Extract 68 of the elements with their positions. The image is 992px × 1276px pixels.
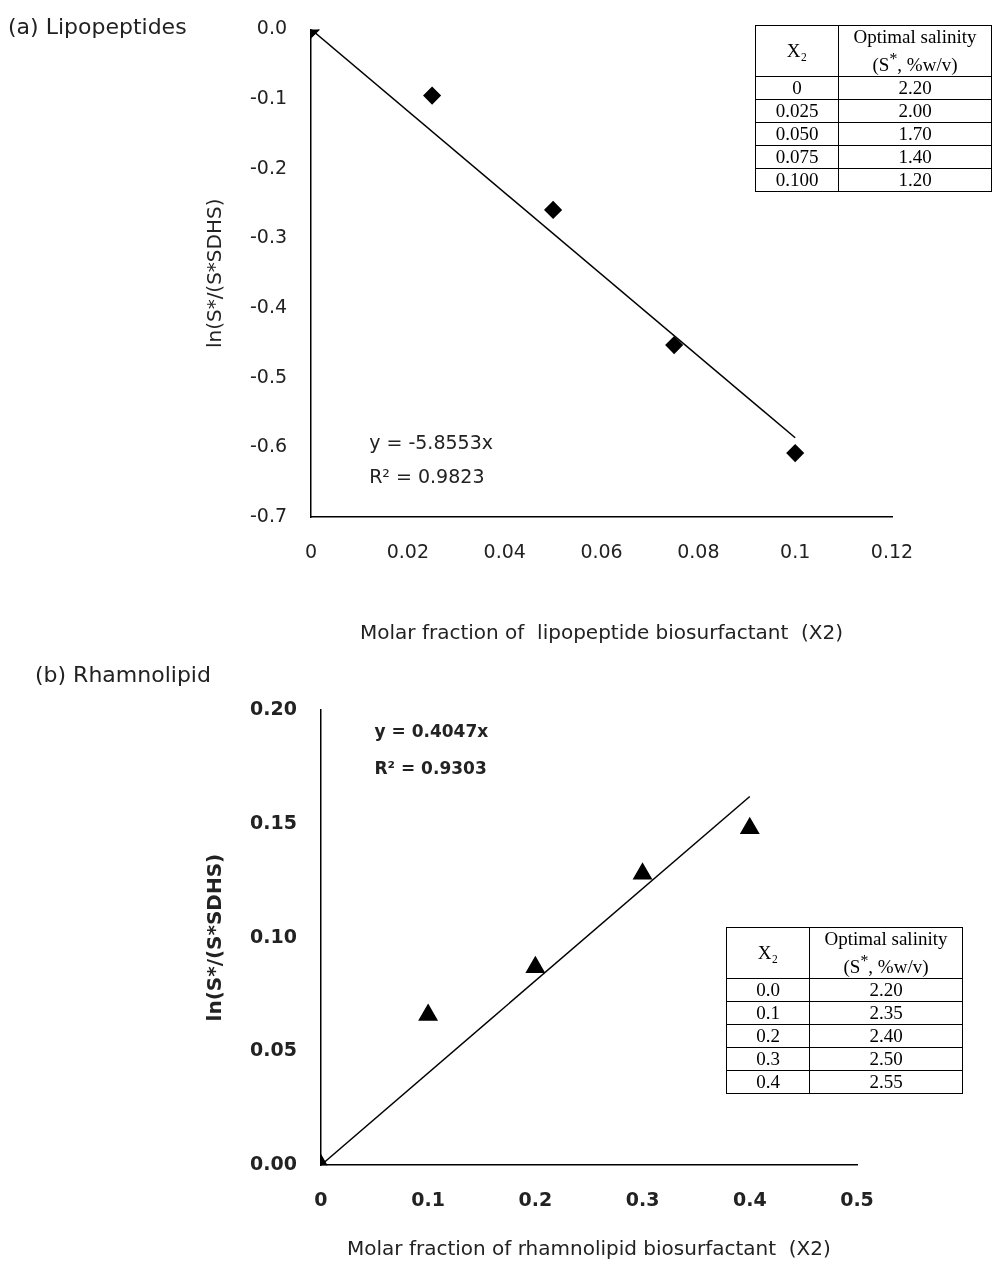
y-tick-label: 0.05 [249,1038,297,1061]
y-tick-label: -0.1 [249,86,288,109]
x-tick-label: 0.4 [732,1187,767,1210]
text: (a) Lipopeptides [8,14,187,39]
annotation: Optimal salinity (S$^{*}$, %w/v) [838,25,992,77]
text: 2.40 [869,1025,903,1047]
annotation: Optimal salinity (S$^{*}$, %w/v) [809,927,963,979]
text: 1.20 [898,169,932,191]
annotation: 0.3 [726,1047,810,1071]
y-tick-label: 0.10 [249,924,297,947]
point [423,86,441,105]
annotation: 0.0 [726,978,810,1002]
x-tick-label: 0.3 [625,1187,660,1210]
annotation: R² = 0.9823 [369,465,485,488]
x-tick-label: 0.06 [580,539,623,562]
x-tick-label: 0.1 [780,539,811,562]
y-tick-label: -0.7 [249,504,288,527]
x-tick-label: 0.1 [411,1187,445,1210]
y-tick-label: -0.2 [249,155,288,178]
annotation: 0.4 [726,1070,810,1094]
y-axis-title: ln(S*/(S*SDHS) [202,853,227,1022]
text: 1.40 [898,146,932,168]
annotation: y = 0.4047x [374,721,489,742]
y-tick-label: 0.00 [249,1152,297,1175]
y-tick-label: -0.3 [249,225,288,248]
text: 2.20 [869,979,903,1001]
annotation: 0.050 [755,122,839,146]
y-tick-label: 0.20 [249,696,297,719]
annotation: 0.2 [726,1024,810,1048]
text: 2.35 [869,1002,903,1024]
y-tick-label: 0.15 [249,810,297,833]
annotation: 0.1 [726,1001,810,1025]
y-tick-label: 0.0 [256,16,288,39]
annotation: X₂ [726,927,810,979]
point [525,956,545,973]
x-tick-label: 0.04 [483,539,526,562]
text: 2.00 [898,100,932,122]
point [665,336,683,354]
x-tick-label: 0 [314,1187,328,1210]
text: 2.20 [898,77,932,99]
x-tick-label: 0.12 [870,539,914,562]
y-tick-label: -0.6 [249,434,288,457]
x-tick-label: 0.2 [518,1187,553,1210]
text: 1.70 [898,123,932,145]
y-tick-label: -0.5 [249,364,288,387]
x-axis-title: Molar fraction of lipopeptide biosurfactant (X2) [360,620,844,645]
annotation: 0.100 [755,168,839,192]
y-tick-label: -0.4 [249,295,288,318]
annotation: y = -5.8553x [369,430,493,453]
text: (b) Rhamnolipid [35,662,211,687]
point [740,817,760,835]
annotation: 0.025 [755,99,839,123]
annotation: R² = 0.9303 [374,757,487,778]
x-tick-label: 0.08 [677,539,720,562]
point [786,444,804,462]
point [418,1004,438,1021]
annotation: X₂ [755,25,839,77]
x-axis-title: Molar fraction of rhamnolipid biosurfactant (X2) [347,1236,831,1261]
x-tick-label: 0.02 [386,539,430,562]
point [633,863,652,880]
point [544,201,562,219]
annotation: 0 [755,76,839,100]
y-axis-title: ln(S*/(S*SDHS) [202,198,227,349]
x-tick-label: 0 [305,539,318,562]
text: 2.55 [869,1071,903,1093]
annotation: 0.075 [755,145,839,169]
x-tick-label: 0.5 [840,1187,874,1210]
text: 2.50 [869,1048,903,1070]
